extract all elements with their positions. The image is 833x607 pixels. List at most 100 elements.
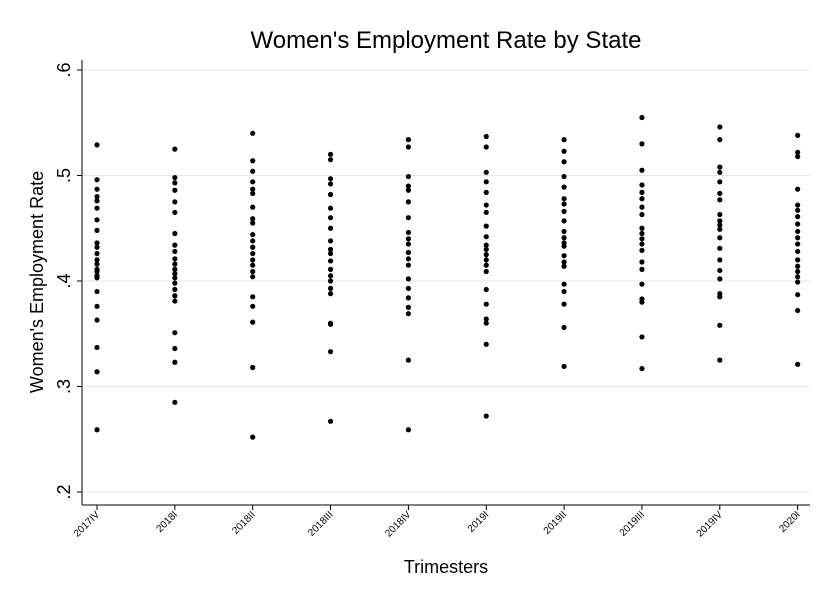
y-tick-label: .5 (54, 168, 74, 183)
data-point (172, 286, 178, 293)
data-point (561, 263, 567, 269)
data-point (250, 262, 256, 268)
data-point (250, 186, 256, 192)
data-point (405, 262, 411, 268)
data-point (172, 359, 178, 365)
data-point (795, 235, 801, 241)
data-point (94, 288, 100, 295)
data-point (561, 235, 567, 241)
data-point (327, 349, 334, 355)
data-point (172, 199, 178, 205)
data-point (561, 208, 567, 214)
data-point (795, 149, 801, 155)
data-point (483, 316, 489, 322)
data-point (483, 246, 489, 252)
data-point (94, 217, 100, 223)
data-point (405, 427, 411, 433)
data-point (405, 357, 411, 363)
data-point (172, 298, 178, 304)
data-point (327, 176, 334, 182)
data-point (639, 211, 645, 218)
y-tick-label: .6 (54, 62, 74, 77)
data-point (639, 141, 645, 147)
data-point (94, 250, 100, 257)
data-point (405, 144, 411, 150)
data-point (483, 301, 489, 307)
data-point (717, 245, 723, 251)
data-point (561, 259, 567, 265)
data-point (250, 231, 256, 238)
data-point (717, 164, 723, 170)
data-point (717, 137, 723, 143)
data-point (327, 151, 334, 157)
data-point (327, 291, 334, 297)
data-point (795, 241, 801, 247)
data-point (717, 257, 723, 263)
data-point (639, 196, 645, 202)
data-point (405, 249, 411, 256)
data-point (717, 124, 723, 130)
data-point (639, 230, 645, 237)
data-point (172, 256, 178, 262)
data-point (327, 205, 334, 211)
data-point (94, 427, 100, 433)
data-point (250, 244, 256, 250)
data-point (483, 133, 489, 140)
data-point (94, 198, 100, 204)
data-point (405, 304, 411, 310)
data-point (250, 294, 256, 300)
data-point (94, 244, 100, 250)
data-point (717, 322, 723, 328)
data-point (639, 259, 645, 265)
data-point (405, 173, 411, 180)
data-point (639, 114, 645, 121)
data-point (172, 230, 178, 237)
data-point (405, 285, 411, 291)
data-point (327, 285, 334, 291)
data-point (561, 301, 567, 307)
data-point (327, 191, 334, 198)
data-point (94, 194, 100, 200)
data-point (94, 142, 100, 148)
data-point (561, 243, 567, 249)
data-point (94, 369, 100, 375)
data-point (250, 179, 256, 185)
data-point (483, 242, 489, 248)
data-point (327, 258, 334, 264)
data-point (327, 181, 334, 187)
data-point (250, 257, 256, 263)
data-point (172, 146, 178, 152)
data-point (327, 266, 334, 272)
y-axis-label: Women's Employment Rate (27, 171, 47, 393)
data-point (795, 186, 801, 192)
data-point (172, 399, 178, 405)
data-point (483, 320, 489, 326)
data-point (172, 180, 178, 186)
data-point (483, 286, 489, 293)
data-point (561, 218, 567, 224)
data-point (639, 189, 645, 195)
data-point (405, 137, 411, 143)
data-point (483, 179, 489, 185)
data-point (250, 274, 256, 280)
data-point (405, 187, 411, 193)
data-point (94, 177, 100, 183)
data-point (405, 276, 411, 282)
data-point (795, 268, 801, 275)
data-point (795, 274, 801, 280)
data-point (172, 275, 178, 281)
data-point (250, 130, 256, 136)
data-point (639, 365, 645, 372)
data-point (717, 190, 723, 197)
chart-title: Women's Employment Rate by State (251, 27, 642, 54)
data-point (561, 228, 567, 235)
data-point (561, 159, 567, 165)
data-point (639, 236, 645, 242)
data-point (483, 262, 489, 268)
data-point (639, 299, 645, 305)
data-point (250, 168, 256, 174)
data-point (639, 204, 645, 210)
data-point (639, 334, 645, 340)
data-point (405, 241, 411, 247)
data-point (94, 344, 100, 351)
